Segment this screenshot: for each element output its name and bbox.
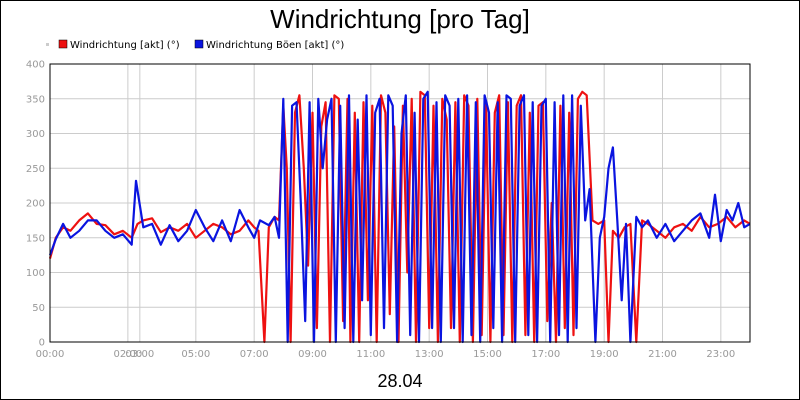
y-tick-label: 350 [26, 94, 45, 105]
legend-item-series-0[interactable]: Windrichtung [akt] (°) [58, 39, 180, 51]
legend: Windrichtung [akt] (°) Windrichtung Böen… [46, 39, 344, 51]
legend-label-series-0: Windrichtung [akt] (°) [70, 40, 180, 51]
x-tick-label: 21:00 [648, 349, 677, 360]
y-tick-label: 300 [26, 129, 45, 140]
series-layer [48, 90, 751, 344]
y-tick-label: 50 [32, 303, 45, 314]
series-line-1 [48, 90, 751, 344]
x-tick-label: 09:00 [298, 349, 327, 360]
y-tick-label: 100 [26, 268, 45, 279]
x-tick-label: 11:00 [356, 349, 385, 360]
legend-swatch-series-0 [58, 39, 68, 49]
plot-area-frame [49, 63, 751, 343]
x-tick-label: 19:00 [590, 349, 619, 360]
x-tick-label: 02:00 [113, 349, 142, 360]
y-tick-label: 400 [26, 60, 45, 71]
x-tick-label: 17:00 [531, 349, 560, 360]
x-tick-label: 15:00 [473, 349, 502, 360]
y-tick-label: 200 [26, 199, 45, 210]
y-axis-ticks: 0 50 100 150 200 250 300 350 400 [26, 60, 45, 349]
x-tick-label: 07:00 [240, 349, 269, 360]
chart-title: Windrichtung [pro Tag] [270, 4, 530, 34]
legend-label-series-1: Windrichtung Böen [akt] (°) [206, 40, 344, 51]
legend-swatch-series-1 [194, 39, 204, 49]
x-tick-label: 00:00 [36, 349, 65, 360]
y-tick-label: 150 [26, 233, 45, 244]
y-tick-label: 250 [26, 164, 45, 175]
legend-toggle-marker [46, 43, 49, 46]
x-tick-label: 03:00 [125, 349, 154, 360]
x-tick-label: 05:00 [181, 349, 210, 360]
x-tick-label: 13:00 [415, 349, 444, 360]
y-tick-label: 0 [39, 338, 45, 349]
legend-item-series-1[interactable]: Windrichtung Böen [akt] (°) [194, 39, 344, 51]
x-tick-label: 23:00 [706, 349, 735, 360]
date-label: 28.04 [377, 371, 422, 391]
